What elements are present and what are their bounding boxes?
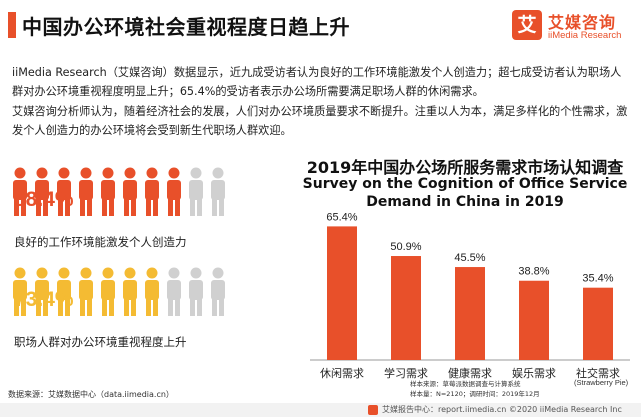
footer-bar: 艾媒报告中心：report.iimedia.cn ©2020 iiMedia R… — [0, 403, 641, 417]
person-icon — [35, 167, 49, 216]
category-label: 学习需求 — [384, 366, 428, 380]
person-icon — [211, 267, 225, 316]
person-icon — [145, 167, 159, 216]
logo-name-cn: 艾媒咨询 — [548, 13, 617, 32]
person-icon — [167, 267, 181, 316]
bar — [455, 267, 485, 360]
person-icon — [79, 167, 93, 216]
people-icons-row — [13, 167, 225, 216]
brand-logo: 艾 艾媒咨询 iiMedia Research — [512, 8, 636, 48]
footer-text: 艾媒报告中心：report.iimedia.cn ©2020 iiMedia R… — [382, 405, 622, 414]
person-icon — [35, 267, 49, 316]
sample-source-note: 样本来源：草莓派数据调查与计算系统 — [410, 380, 521, 388]
chart-subtitle-line: Demand in China in 2019 — [366, 194, 564, 210]
person-icon — [123, 267, 137, 316]
stat-percent: 88.4% — [14, 188, 74, 211]
bar — [327, 226, 357, 360]
category-label: 健康需求 — [448, 366, 492, 380]
bar-value-label: 38.8% — [518, 266, 549, 278]
logo-mark: 艾 — [512, 10, 542, 40]
bar-chart: 65.4% 休闲需求 50.9% 学习需求 45.5% 健康需求 38.8% 娱乐需求 35.4… — [310, 211, 630, 380]
person-icon — [101, 267, 115, 316]
person-icon — [57, 167, 71, 216]
stat-label: 职场人群对办公环境重视程度上升 — [14, 335, 187, 349]
person-icon — [79, 267, 93, 316]
intro-paragraph: iiMedia Research（艾媒咨询）数据显示，近九成受访者认为良好的工作… — [12, 66, 622, 98]
category-label: 社交需求 — [576, 366, 620, 380]
person-icon — [57, 267, 71, 316]
bar-value-label: 35.4% — [582, 273, 613, 285]
title-accent-bar — [8, 12, 16, 38]
chart-subtitle: Survey on the Cognition of Office Servic… — [300, 175, 630, 211]
bar-value-label: 45.5% — [454, 252, 485, 264]
bar — [583, 287, 613, 360]
stat-label: 良好的工作环境能激发个人创造力 — [14, 235, 187, 249]
sample-credit: (Strawberry Pie) — [574, 378, 629, 387]
stat-percent: 73.4% — [14, 288, 74, 311]
footer-logo-icon — [368, 405, 378, 415]
logo-name-en: iiMedia Research — [548, 30, 622, 41]
page-title: 中国办公环境社会重视程度日趋上升 — [22, 15, 350, 39]
person-icon — [211, 167, 225, 216]
chart-subtitle-line: Survey on the Cognition of Office Servic… — [302, 176, 628, 192]
category-label: 娱乐需求 — [512, 366, 556, 380]
bar — [519, 280, 549, 360]
person-icon — [189, 167, 203, 216]
person-icon — [101, 167, 115, 216]
analysis-paragraph: 艾媒咨询分析师认为，随着经济社会的发展，人们对办公环境质量要求不断提升。注重以人… — [12, 105, 628, 137]
person-icon — [13, 167, 27, 216]
bar-value-label: 65.4% — [326, 211, 357, 223]
sample-size-note: 样本量：N=2120；调研时间：2019年12月 — [410, 390, 540, 398]
people-icons-row — [13, 267, 225, 316]
chart-title: 2019年中国办公场所服务需求市场认知调查 — [306, 158, 624, 177]
bar-value-label: 50.9% — [390, 241, 421, 253]
category-label: 休闲需求 — [320, 366, 364, 380]
person-icon — [145, 267, 159, 316]
person-icon — [167, 167, 181, 216]
bar — [391, 256, 421, 360]
person-icon — [123, 167, 137, 216]
data-source: 数据来源：艾媒数据中心（data.iimedia.cn） — [8, 390, 174, 399]
person-icon — [13, 267, 27, 316]
person-icon — [189, 267, 203, 316]
